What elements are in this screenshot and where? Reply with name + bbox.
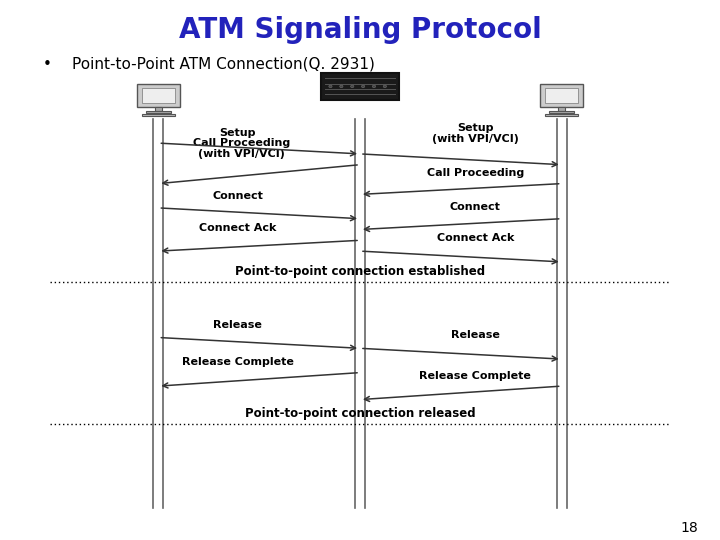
Circle shape [361,85,365,87]
Bar [142,87,175,103]
Text: Connect Ack: Connect Ack [199,223,276,233]
Text: Call Proceeding: Call Proceeding [426,168,524,178]
Text: Point-to-Point ATM Connection(Q. 2931): Point-to-Point ATM Connection(Q. 2931) [72,57,375,72]
Bar [146,111,171,113]
Bar [540,84,583,107]
Circle shape [351,85,354,87]
Circle shape [383,85,387,87]
Text: ATM Signaling Protocol: ATM Signaling Protocol [179,16,541,44]
Text: Call Proceeding
(with VPI/VCI): Call Proceeding (with VPI/VCI) [192,138,290,159]
Text: Point-to-point connection released: Point-to-point connection released [245,407,475,420]
Bar [321,73,399,100]
Text: Release: Release [213,320,262,330]
Text: Release Complete: Release Complete [419,370,531,381]
Text: Release: Release [451,330,500,340]
Circle shape [340,85,343,87]
Text: Point-to-point connection established: Point-to-point connection established [235,265,485,278]
Circle shape [372,85,376,87]
Bar [155,107,162,111]
Text: Setup: Setup [220,127,256,138]
Text: Setup
(with VPI/VCI): Setup (with VPI/VCI) [432,123,518,144]
Text: Connect: Connect [212,191,263,201]
Bar [558,107,565,111]
Bar [142,114,175,116]
Text: Release Complete: Release Complete [181,357,294,367]
Bar [545,114,578,116]
Text: 18: 18 [680,521,698,535]
Bar [137,84,180,107]
Circle shape [329,85,332,87]
Text: Connect Ack: Connect Ack [436,233,514,243]
Text: •: • [43,57,52,72]
Bar [549,111,574,113]
Bar [545,87,578,103]
Text: Connect: Connect [450,201,500,212]
